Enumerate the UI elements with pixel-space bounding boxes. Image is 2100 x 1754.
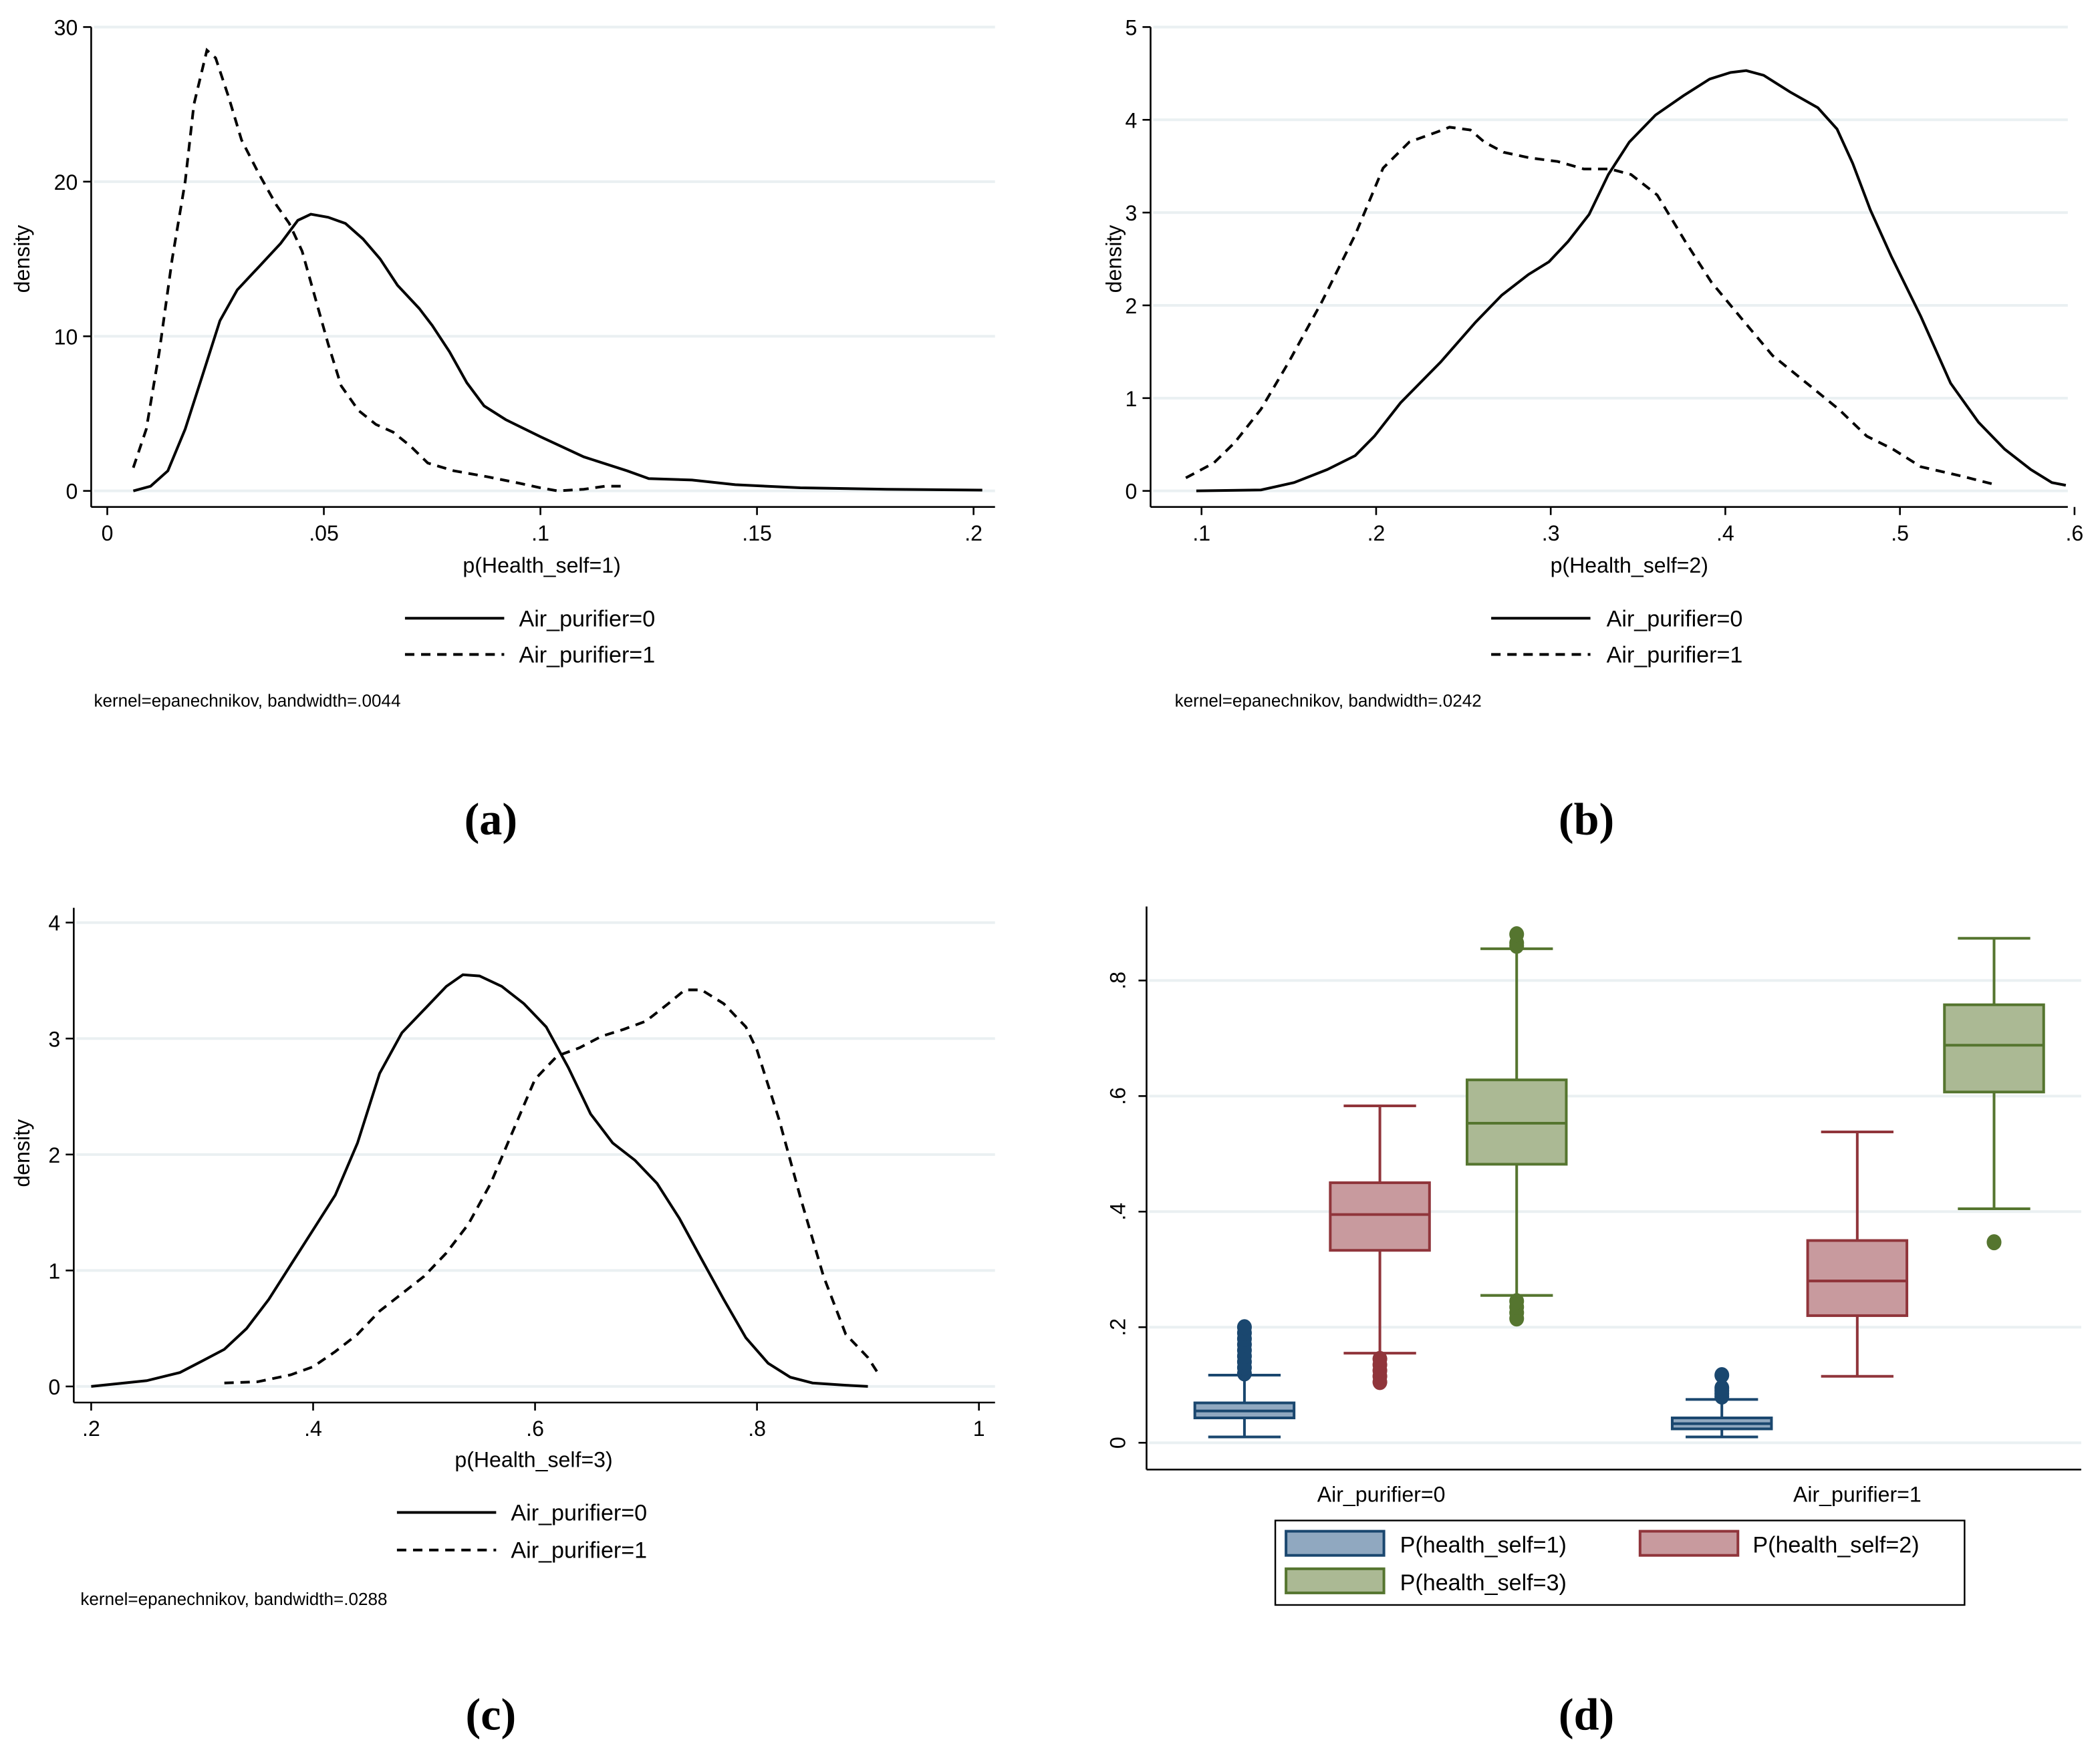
y-tick-label: 1 [48,1259,60,1283]
panel-label-b: (b) [1559,793,1614,844]
panel-c: density p(Health_self=3) Air_purifier=0 … [10,907,995,1740]
legend-label-hs3: P(health_self=3) [1400,1570,1567,1596]
x-tick-label: .1 [531,521,549,545]
density-line-air-purifier-0 [132,212,982,492]
y-tick-label: 3 [1126,201,1138,225]
density-line-air-purifier-1 [224,988,880,1384]
panel-a: density p(Health_self=1) Air_purifier=0 … [10,15,995,844]
legend-label-c-1: Air_purifier=1 [511,1538,647,1564]
panel-label-d: (d) [1559,1689,1614,1740]
x-tick-label: 0 [102,521,114,545]
outlier-point [1714,1366,1730,1384]
legend-swatch-hs3 [1285,1567,1386,1594]
x-tick-label: .2 [1367,521,1386,545]
category-label-0: Air_purifier=0 [1317,1482,1446,1506]
x-tick-label: .1 [1192,521,1210,545]
panel-d: Air_purifier=0 Air_purifier=1 P(health_s… [1105,906,2081,1740]
x-tick-label: .4 [1716,521,1734,545]
y-tick-label: .8 [1105,972,1130,990]
y-tick-label: 4 [1126,108,1138,132]
xlabel-b: p(Health_self=2) [1551,553,1708,577]
y-tick-label: 2 [1126,294,1138,318]
y-tick-label: .4 [1105,1203,1130,1221]
xlabel-a: p(Health_self=1) [463,553,620,577]
outlier-point [1714,1380,1730,1397]
legend-label-b-0: Air_purifier=0 [1607,606,1743,631]
box-1-air-purifier-0 [1193,1319,1296,1439]
panel-label-c: (c) [465,1689,516,1740]
x-tick-label: .3 [1542,521,1560,545]
legend-box-d [1274,1519,1966,1606]
ylabel-a: density [10,225,34,293]
y-tick-label: .2 [1105,1318,1130,1336]
note-a: kernel=epanechnikov, bandwidth=.0044 [94,691,400,711]
x-tick-label: 1 [973,1417,985,1441]
y-tick-label: 5 [1126,15,1138,39]
density-line-air-purifier-0 [1196,69,2067,492]
legend-swatch-hs1 [1285,1529,1386,1557]
box-1-air-purifier-1 [1670,1366,1773,1439]
legend-label-hs1: P(health_self=1) [1400,1533,1567,1558]
x-tick-label: .15 [742,521,772,545]
x-tick-label: .4 [304,1417,322,1441]
legend-label-c-0: Air_purifier=0 [511,1501,647,1526]
y-tick-label: .6 [1105,1087,1130,1105]
box-iqr [1943,1003,2045,1094]
outlier-point [1236,1319,1252,1336]
y-tick-label: 0 [1105,1437,1130,1449]
legend-label-b-1: Air_purifier=1 [1607,642,1743,668]
category-label-1: Air_purifier=1 [1793,1482,1922,1506]
ylabel-c: density [10,1119,34,1187]
panel-label-a: (a) [465,793,518,844]
ylabel-b: density [1101,225,1126,293]
note-c: kernel=epanechnikov, bandwidth=.0288 [80,1589,387,1609]
y-tick-label: 1 [1126,387,1138,411]
y-tick-label: 0 [1126,480,1138,504]
panel-b: density p(Health_self=2) Air_purifier=0 … [1101,15,2083,844]
legend-swatch-hs2 [1638,1529,1740,1557]
box-iqr [1329,1181,1431,1252]
density-line-air-purifier-0 [91,973,868,1388]
y-tick-label: 0 [48,1375,60,1399]
box-3-air-purifier-1 [1943,937,2045,1251]
y-tick-label: 0 [66,480,78,504]
legend-label-a-0: Air_purifier=0 [519,606,655,631]
legend-label-hs2: P(health_self=2) [1752,1533,1919,1558]
x-tick-label: .6 [526,1417,544,1441]
x-tick-label: .05 [309,521,339,545]
box-2-air-purifier-1 [1806,1130,1909,1378]
density-line-air-purifier-1 [132,47,628,492]
legend-label-a-1: Air_purifier=1 [519,642,655,668]
outlier-point [1509,926,1525,943]
y-tick-label: 4 [48,911,60,935]
x-tick-label: .6 [2065,521,2083,545]
box-3-air-purifier-0 [1465,926,1568,1327]
y-tick-label: 30 [54,15,78,39]
y-tick-label: 2 [48,1143,60,1167]
y-tick-label: 10 [54,325,78,349]
x-tick-label: .2 [82,1417,100,1441]
outlier-point [1372,1350,1388,1367]
density-line-air-purifier-1 [1185,126,1998,487]
outlier-point [1509,1293,1525,1310]
box-iqr [1806,1239,1909,1317]
x-tick-label: .5 [1891,521,1909,545]
note-b: kernel=epanechnikov, bandwidth=.0242 [1175,691,1482,711]
box-2-air-purifier-0 [1329,1105,1431,1391]
x-tick-label: .8 [748,1417,766,1441]
y-tick-label: 20 [54,170,78,194]
xlabel-c: p(Health_self=3) [454,1447,612,1471]
x-tick-label: .2 [964,521,982,545]
outlier-point [1986,1234,2002,1251]
y-tick-label: 3 [48,1027,60,1051]
